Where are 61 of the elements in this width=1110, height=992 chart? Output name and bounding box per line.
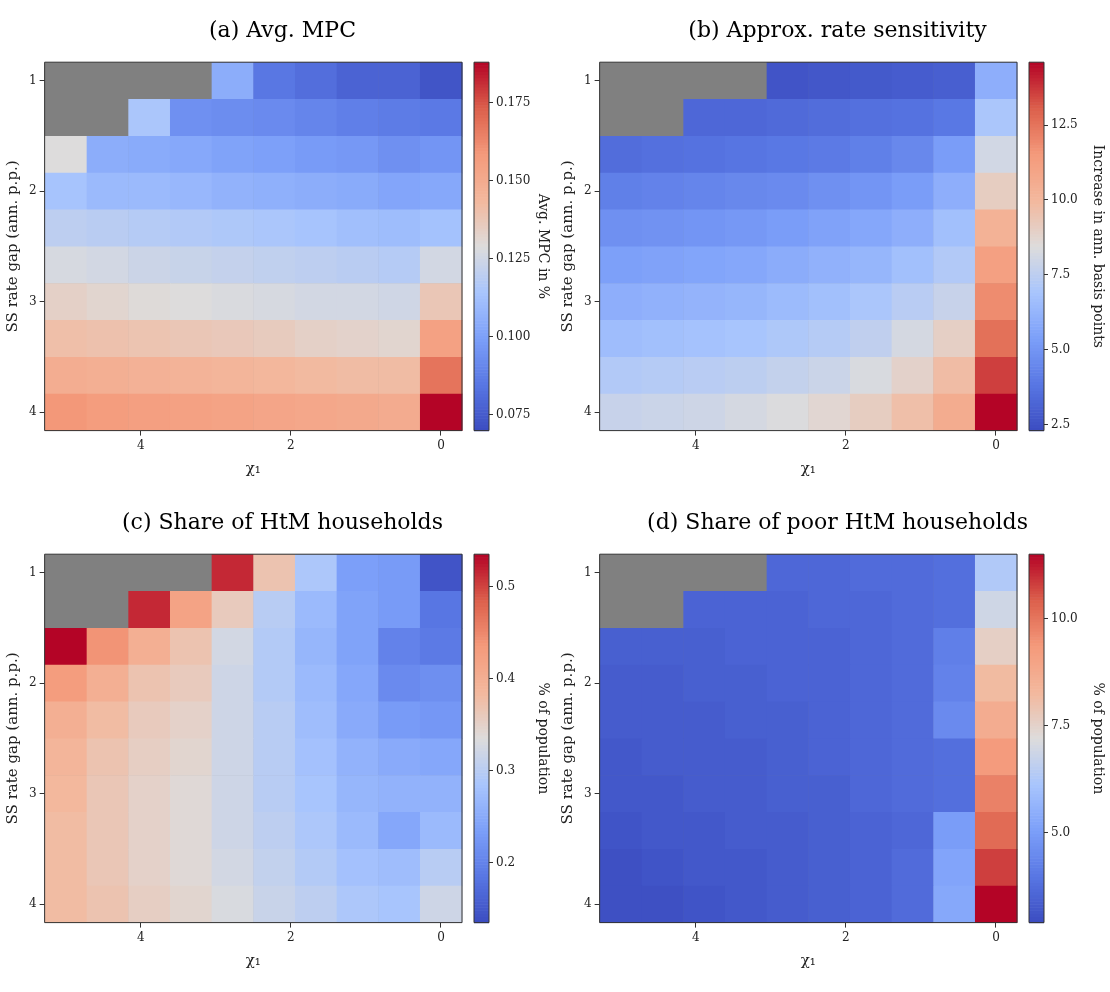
color-bar-label: 10.0 [1051,192,1078,207]
x-tick-label: 2 [842,929,850,944]
color-bar-title: Increase in ann. basis points [1090,144,1107,348]
color-bar-label: 12.5 [1051,117,1078,132]
y-tick-label: 1 [583,72,592,87]
color-bar-title: % of population [535,682,552,795]
color-bar-label: 0.4 [496,670,516,685]
color-bar-label: 0.100 [496,329,531,344]
y-tick-label: 1 [28,564,37,579]
color-bar-label: 10.0 [1051,610,1078,625]
color-bar-label: 0.125 [496,251,531,266]
y-tick-label: 4 [28,404,37,419]
y-tick-label: 3 [583,785,592,800]
x-axis-title: χ₁ [800,458,816,477]
chart-title: (b) Approx. rate sensitivity [687,16,988,44]
y-tick-label: 4 [583,896,592,911]
color-bar-label: 0.3 [496,762,516,777]
x-tick-label: 0 [992,929,1000,944]
chart-title: (d) Share of poor HtM households [646,508,1029,536]
x-axis-title: χ₁ [245,950,261,969]
color-bar-label: 0.2 [496,854,516,869]
x-tick-label: 4 [136,437,145,452]
color-bar-label: 5.0 [1051,341,1071,356]
x-tick-label: 2 [287,929,295,944]
x-tick-label: 4 [691,437,700,452]
x-axis-title: χ₁ [245,458,261,477]
y-tick-label: 3 [28,293,37,308]
y-tick-label: 2 [583,675,592,690]
chart-title: (a) Avg. MPC [208,16,357,44]
y-axis-title: SS rate gap (ann. p.p.) [2,652,21,825]
color-bar-label: 2.5 [1051,416,1071,431]
y-tick-label: 4 [28,896,37,911]
y-tick-label: 2 [28,183,37,198]
y-axis-title: SS rate gap (ann. p.p.) [557,652,576,825]
color-bar-title: % of population [1090,682,1107,795]
x-axis-title: χ₁ [800,950,816,969]
color-bar-label: 0.175 [496,94,531,109]
y-tick-label: 1 [583,564,592,579]
color-bar-label: 5.0 [1051,824,1071,839]
color-bar-label: 0.150 [496,172,531,187]
x-tick-label: 4 [136,929,145,944]
y-tick-label: 2 [583,183,592,198]
x-tick-label: 4 [691,929,700,944]
x-tick-label: 0 [437,437,445,452]
y-axis-title: SS rate gap (ann. p.p.) [2,160,21,333]
x-tick-label: 0 [992,437,1000,452]
y-tick-label: 3 [28,785,37,800]
x-tick-label: 2 [842,437,850,452]
y-axis-title: SS rate gap (ann. p.p.) [557,160,576,333]
y-tick-label: 2 [28,675,37,690]
color-bar-label: 0.075 [496,407,531,422]
x-tick-label: 2 [287,437,295,452]
color-bar-title: Avg. MPC in % [535,192,552,300]
color-bar-label: 7.5 [1051,717,1071,732]
chart-title: (c) Share of HtM households [121,508,444,536]
x-tick-label: 0 [437,929,445,944]
color-bar-label: 7.5 [1051,266,1071,281]
y-tick-label: 4 [583,404,592,419]
y-tick-label: 1 [28,72,37,87]
y-tick-label: 3 [583,293,592,308]
color-bar-label: 0.5 [496,578,516,593]
